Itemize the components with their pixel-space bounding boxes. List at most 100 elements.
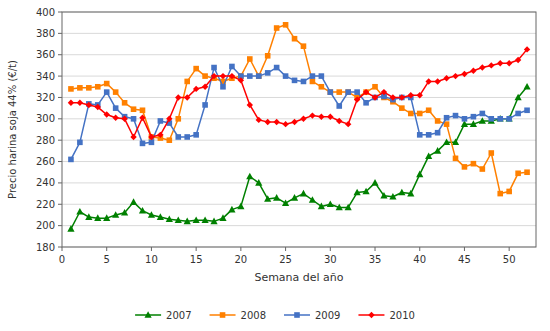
point [175, 94, 181, 100]
point [148, 211, 155, 218]
legend-marker [294, 312, 300, 318]
point [121, 209, 128, 216]
point [86, 102, 92, 108]
point [184, 79, 190, 85]
point [139, 115, 145, 121]
point [166, 116, 172, 122]
point [497, 115, 504, 122]
point [488, 62, 494, 68]
tick-mark [240, 247, 241, 251]
legend-marker [220, 312, 226, 318]
point [327, 200, 334, 207]
point [524, 46, 530, 52]
point [193, 66, 199, 72]
point [256, 73, 262, 79]
point [113, 105, 119, 111]
point [408, 111, 414, 117]
point [506, 115, 513, 122]
point [130, 134, 136, 140]
point [77, 85, 83, 91]
point [453, 113, 459, 119]
tick-label: 5 [104, 254, 110, 265]
y-axis-label: Precio harina soja 44% (€/t) [7, 60, 18, 199]
point [380, 192, 387, 199]
point [112, 115, 118, 121]
point [148, 134, 154, 140]
point [336, 89, 342, 95]
point [77, 140, 83, 146]
point [202, 73, 208, 79]
tick-mark [58, 33, 62, 34]
point [327, 113, 333, 119]
point [256, 117, 262, 123]
series [68, 46, 531, 140]
chart: 1802002202402602803003203403603804000510… [0, 0, 550, 331]
point [443, 139, 450, 146]
point [417, 132, 423, 138]
point [247, 73, 253, 79]
point [480, 166, 486, 172]
point [452, 139, 459, 146]
point [417, 111, 423, 117]
tick-mark [58, 97, 62, 98]
tick-label: 240 [36, 177, 55, 188]
point [131, 106, 137, 112]
point [345, 204, 352, 211]
point [220, 84, 226, 90]
point [479, 117, 486, 124]
tick-mark [58, 182, 62, 183]
point [255, 179, 262, 186]
point [399, 95, 405, 101]
tick-label: 0 [59, 254, 65, 265]
point [193, 216, 200, 223]
point [157, 213, 164, 220]
point [130, 198, 137, 205]
axes: 1802002202402602803003203403603804000510… [36, 7, 536, 266]
point [140, 107, 146, 113]
point [131, 116, 137, 122]
grid-line [62, 97, 536, 98]
point [318, 113, 324, 119]
point [246, 173, 253, 180]
point [202, 84, 208, 90]
point [524, 169, 530, 175]
legend-marker [368, 312, 374, 318]
tick-mark [58, 204, 62, 205]
point [184, 218, 191, 225]
point [95, 84, 101, 90]
point [121, 116, 127, 122]
point [336, 204, 343, 211]
point [515, 111, 521, 117]
point [210, 218, 217, 225]
point [506, 60, 512, 66]
point [399, 94, 405, 100]
point [273, 194, 280, 201]
point [363, 89, 369, 95]
tick-label: 10 [145, 254, 158, 265]
point [228, 206, 235, 213]
point [336, 103, 342, 109]
point [283, 73, 289, 79]
line [71, 25, 527, 194]
point [211, 65, 217, 71]
legend-item: 2007 [135, 310, 191, 321]
point [523, 83, 530, 90]
point [238, 77, 244, 83]
point [283, 22, 289, 28]
point [68, 100, 74, 106]
legend: 2007200820092010 [135, 310, 415, 321]
point [175, 216, 182, 223]
point [416, 171, 423, 178]
line [71, 49, 527, 137]
tick-label: 25 [279, 254, 292, 265]
point [167, 137, 173, 143]
series [67, 83, 530, 232]
point [265, 53, 271, 59]
tick-mark [62, 247, 63, 251]
point [408, 92, 414, 98]
point [354, 96, 360, 102]
tick-mark [330, 247, 331, 251]
point [274, 65, 280, 71]
point [480, 111, 486, 117]
point [319, 84, 325, 90]
